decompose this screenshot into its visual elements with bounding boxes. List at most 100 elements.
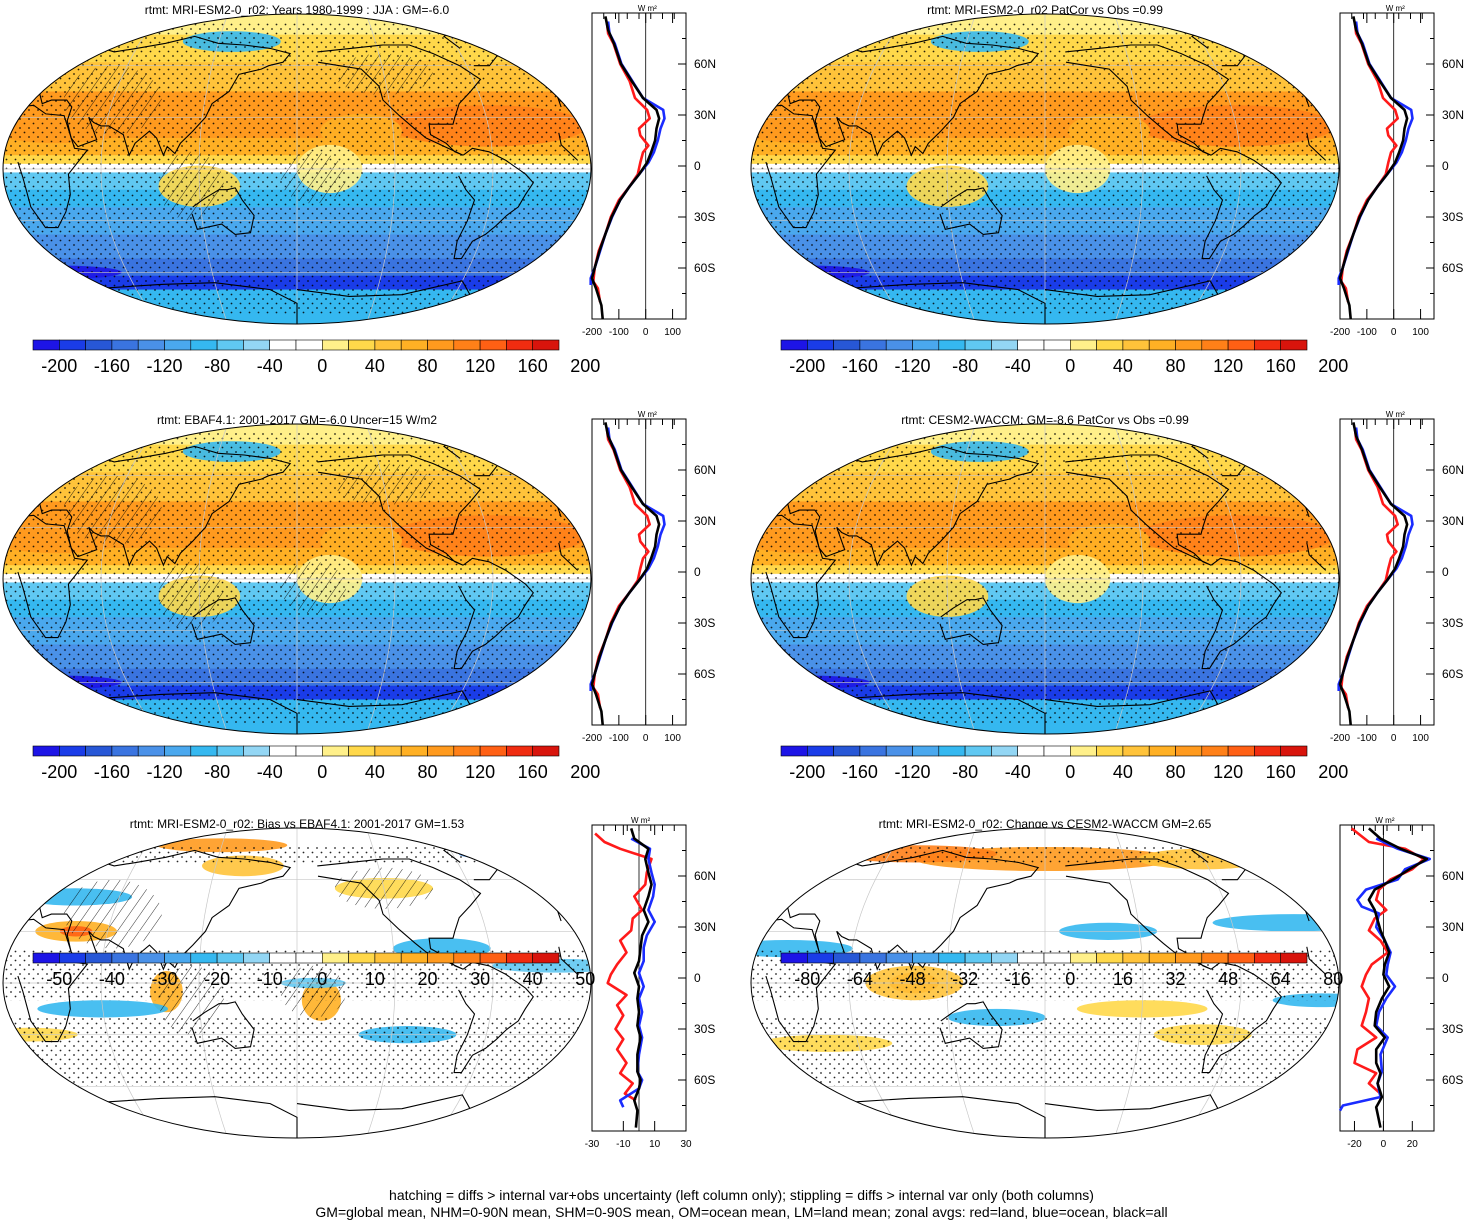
graticule-lon	[1113, 828, 1144, 1138]
colorbar-label: 0	[1065, 356, 1075, 376]
colorbar-segment	[938, 745, 966, 757]
colorbar-label: -16	[1005, 969, 1031, 989]
colorbar-segment	[85, 339, 113, 351]
colorbar-segment	[1043, 339, 1071, 351]
zonal-lat-label: 30S	[694, 616, 715, 630]
panel-title-5: rtmt: MRI-ESM2-0_r02: Bias vs EBAF4.1: 2…	[129, 817, 465, 831]
figure-canvas: -200 -160 -120 -80 -40 0 40 80 120 160 200-200 -100…	[2, 4, 1464, 1150]
zonal-lat-label: 0	[1442, 565, 1449, 579]
zonal-lat-label: 0	[1442, 159, 1449, 173]
colorbar-segment	[374, 952, 402, 964]
colorbar-segment	[1227, 952, 1255, 964]
zonal-lat-label: 60N	[1442, 869, 1464, 883]
zonal-lat-label: 30N	[694, 514, 716, 528]
colorbar-segment	[506, 745, 533, 757]
colorbar-label: -120	[146, 762, 182, 782]
colorbar-label: -64	[847, 969, 873, 989]
colorbar-label: -160	[842, 356, 878, 376]
colorbar-segment	[348, 745, 376, 757]
zonal-xtick-label: 100	[1412, 733, 1429, 744]
hatching	[158, 561, 224, 631]
colorbar-label: -40	[1005, 356, 1031, 376]
colorbar-segment	[216, 339, 244, 351]
zonal-xtick-label: 100	[664, 733, 681, 744]
colorbar-segment	[32, 745, 60, 757]
colorbar-segment	[295, 745, 323, 757]
colorbar-label: 120	[465, 762, 495, 782]
map-outline	[2, 827, 592, 1139]
colorbar-label: -30	[151, 969, 177, 989]
zonal-lat-label: 60S	[1442, 667, 1463, 681]
coastline	[1201, 147, 1282, 260]
zonal-panel-5: -30 -10 10 30 60N 30N 0 30S 60S W m²	[585, 816, 716, 1150]
colorbar-segment	[1096, 339, 1124, 351]
colorbar-segment	[833, 952, 861, 964]
colorbar-segment	[190, 339, 218, 351]
zonal-xtick-label: -100	[1357, 327, 1377, 338]
coastline	[1201, 961, 1282, 1074]
colorbar-label: -32	[952, 969, 978, 989]
colorbar-segment	[111, 952, 139, 964]
graticule-lon	[848, 424, 907, 734]
colorbar-segment	[1017, 952, 1045, 964]
map-field	[3, 828, 591, 1138]
colorbar-segment	[1201, 339, 1229, 351]
colorbar-label: 160	[518, 356, 548, 376]
coastline	[317, 858, 482, 970]
graticule-lon	[1113, 424, 1144, 734]
colorbar-segment	[991, 339, 1019, 351]
colorbar-label: 0	[1065, 762, 1075, 782]
colorbar-label: 80	[417, 356, 437, 376]
colorbar-segment	[1254, 339, 1282, 351]
colorbar-segment	[806, 339, 834, 351]
zonal-panel-3: -200 -100 0 100 60N 30N 0 30S 60S W m²	[582, 410, 716, 744]
colorbar-label: -20	[204, 969, 230, 989]
graticule-lon	[198, 828, 229, 1138]
map-panel-5	[2, 827, 592, 1139]
zonal-line-ocean	[1338, 837, 1431, 1112]
coastline	[1065, 858, 1230, 970]
colorbar-segment	[806, 745, 834, 757]
graticule-lon	[365, 828, 396, 1138]
colorbar-segment	[137, 339, 165, 351]
graticule-lon	[1183, 828, 1242, 1138]
map-outline	[750, 13, 1340, 325]
colorbar-segment	[269, 745, 297, 757]
zonal-lat-label: 60S	[1442, 261, 1463, 275]
colorbar-segment	[885, 745, 913, 757]
zonal-lat-label: 0	[694, 971, 701, 985]
colorbar-label: 200	[570, 762, 600, 782]
colorbar-segment	[806, 952, 834, 964]
colorbar-label: 120	[465, 356, 495, 376]
colorbar-segment	[1280, 952, 1308, 964]
colorbar-segment	[111, 745, 139, 757]
colorbar-segment	[164, 745, 192, 757]
zonal-frame	[1339, 824, 1435, 1132]
colorbar-label: 40	[365, 356, 385, 376]
colorbar-segment	[321, 745, 349, 757]
colorbar-segment	[1070, 745, 1097, 757]
graticule-lon	[1113, 14, 1144, 324]
zonal-xtick-label: 100	[1412, 327, 1429, 338]
colorbar-segment	[833, 745, 861, 757]
graticule-lon	[100, 424, 159, 734]
graticule-lon	[100, 14, 159, 324]
zonal-lat-label: 30S	[694, 210, 715, 224]
coastline	[17, 514, 579, 639]
colorbar-segment	[1227, 745, 1255, 757]
zonal-line-all	[590, 422, 661, 726]
colorbar-segment	[321, 339, 349, 351]
colorbar-segment	[859, 952, 887, 964]
zonal-lat-label: 60N	[1442, 463, 1464, 477]
colorbar-label: -120	[894, 356, 930, 376]
zonal-lat-label: 30N	[1442, 514, 1464, 528]
colorbar-segment	[58, 745, 86, 757]
map-field	[751, 424, 1339, 734]
zonal-xtick-label: 0	[1391, 327, 1397, 338]
colorbar-label: -160	[842, 762, 878, 782]
colorbar-label: 0	[1065, 969, 1075, 989]
zonal-xtick-label: -200	[1330, 733, 1350, 744]
coastline	[939, 187, 1003, 235]
colorbar-label: 80	[1165, 356, 1185, 376]
colorbar-label: 80	[1323, 969, 1343, 989]
